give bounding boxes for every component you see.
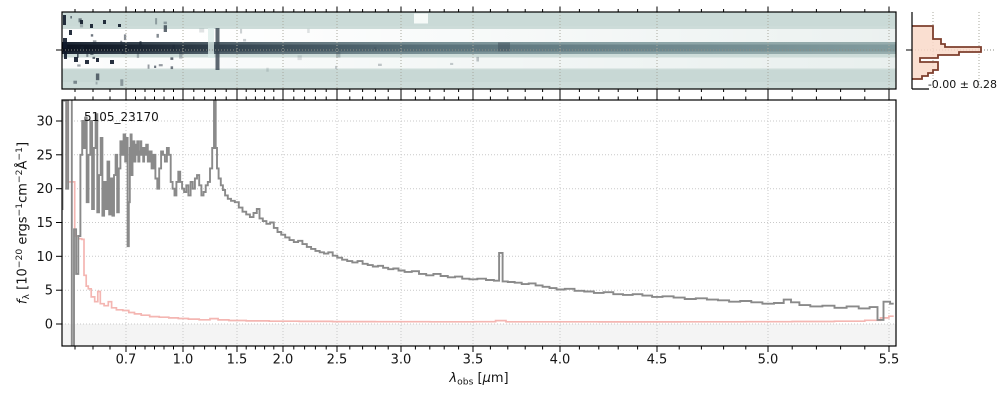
lower-white-band (62, 57, 896, 69)
spec1d-panel: 0.7 1.0 1.5 2.0 2.5 3.0 3.5 4.0 4.5 5.0 5.5 0 5 10 15 2… (36, 94, 899, 368)
x-tick-label: 1.0 (173, 353, 194, 368)
upper-white-band (62, 29, 896, 42)
spectral-trace-core (62, 44, 896, 52)
y-tick-label: 15 (36, 216, 53, 231)
pixel-histogram-panel (906, 12, 996, 90)
y-title-p4: Å (15, 160, 31, 170)
x-tick-label: 4.5 (647, 353, 668, 368)
x-title-unit: m] (490, 371, 509, 386)
x-title-bracket: [ (473, 371, 483, 386)
y-title-e1: −20 (14, 248, 26, 269)
x-tick-label: 4.0 (550, 353, 571, 368)
y-title-p1: [10 (15, 268, 31, 295)
spec2d-image (62, 12, 896, 89)
flux-spectrum-line (61, 100, 894, 346)
y-tick-label: 30 (36, 115, 53, 130)
y-title-p2: ergs (15, 216, 31, 249)
hist-stat-label: -0.00 ± 0.28 (927, 78, 997, 91)
x-tick-label: 3.5 (463, 353, 484, 368)
x-title-mu: μ (482, 371, 491, 386)
y-title-p5: ] (15, 141, 31, 148)
spec1d-plot-area (61, 100, 896, 346)
x-tick-label: 0.7 (116, 353, 137, 368)
y-tick-label: 25 (36, 148, 53, 163)
x-axis-title: λobs [μm] (62, 371, 896, 387)
y-tick-label: 20 (36, 182, 53, 197)
y-axis-title: fλ [10−20 ergs−1cm−2Å−1] (14, 142, 32, 304)
y-title-f: f (15, 299, 31, 305)
x-tick-label: 3.0 (391, 353, 412, 368)
y-title-e2: −1 (14, 202, 26, 217)
y-title-sub: λ (20, 294, 32, 300)
object-id-label: 5105_23170 (84, 110, 159, 124)
y-title-e4: −1 (14, 147, 26, 161)
x-title-sub: obs (457, 376, 474, 388)
histogram-fill (912, 26, 981, 79)
spec2d-panel (56, 6, 897, 95)
y-title-e3: −2 (14, 169, 26, 184)
y-tick-label: 0 (45, 318, 53, 333)
histogram-steps (912, 25, 982, 80)
x-tick-label: 2.0 (273, 353, 294, 368)
emission-line-streak (215, 28, 220, 70)
y-tick-label: 10 (36, 250, 53, 265)
y-tick-label: 5 (45, 284, 53, 299)
x-title-lambda: λ (449, 371, 458, 386)
x-tick-label: 5.5 (879, 353, 900, 368)
y-title-p3: cm (15, 183, 31, 203)
x-tick-label: 5.0 (758, 353, 779, 368)
x-tick-label: 2.5 (327, 353, 348, 368)
x-tick-label: 1.5 (227, 353, 248, 368)
below-zero-shade (62, 324, 896, 346)
error-spectrum-line (62, 100, 894, 323)
